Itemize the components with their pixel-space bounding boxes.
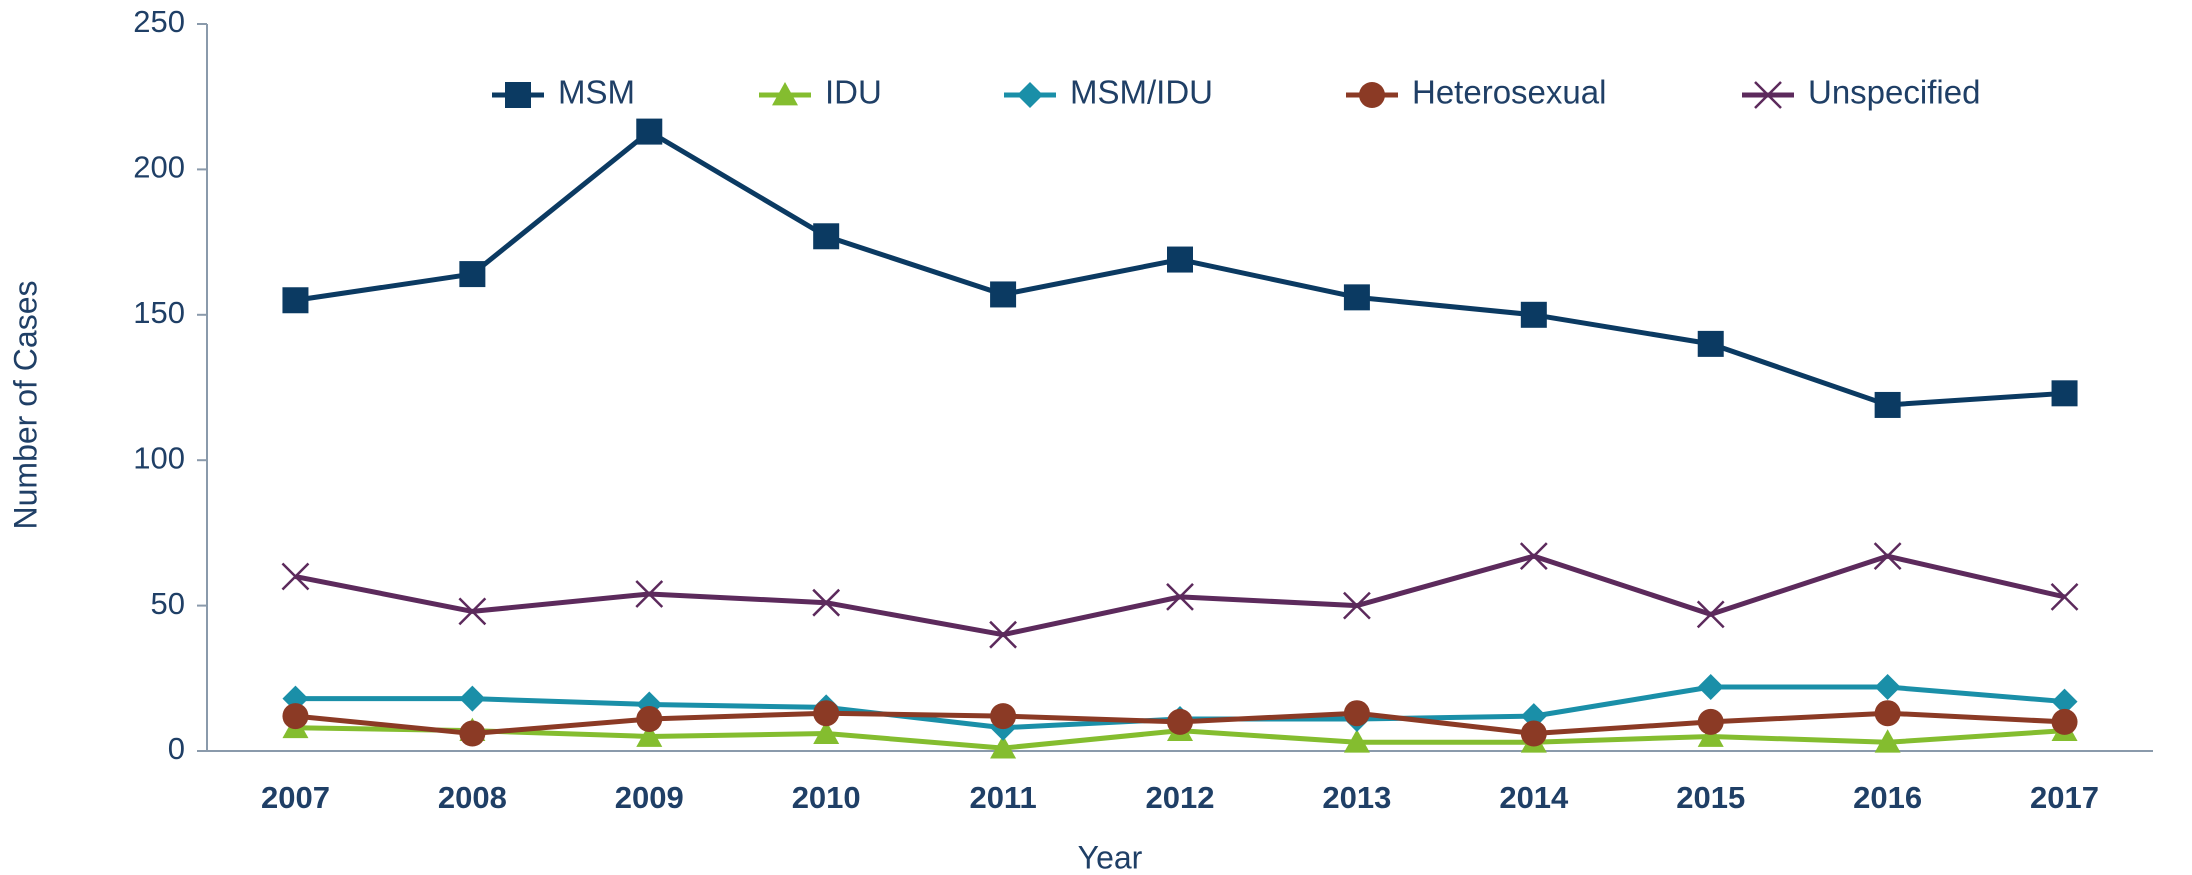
data-point (989, 620, 1017, 649)
data-point (813, 700, 840, 727)
data-point (1874, 700, 1901, 727)
data-point (1343, 700, 1370, 727)
x-tick-label: 2009 (615, 780, 684, 815)
data-point (1874, 674, 1901, 701)
data-point (459, 720, 486, 747)
data-point (990, 281, 1017, 308)
data-point (813, 720, 840, 744)
data-point (636, 723, 663, 747)
legend-marker (1017, 82, 1043, 108)
data-point (990, 703, 1017, 730)
data-point (2051, 708, 2078, 735)
legend-label: Heterosexual (1412, 74, 1606, 111)
y-tick-label: 150 (133, 295, 185, 330)
data-point (812, 588, 841, 617)
data-point (282, 287, 309, 314)
data-point (1520, 301, 1547, 328)
data-point (1697, 708, 1724, 735)
data-point (813, 223, 840, 250)
data-point (2050, 582, 2079, 611)
data-point (1696, 600, 1725, 629)
data-point (1874, 391, 1901, 418)
data-point (281, 562, 310, 591)
y-tick-label: 100 (133, 440, 185, 475)
x-tick-label: 2013 (1322, 780, 1391, 815)
data-point (1520, 720, 1547, 747)
data-point (1697, 330, 1724, 357)
y-tick-label: 0 (168, 731, 185, 766)
data-point (1343, 284, 1370, 311)
x-tick-label: 2010 (792, 780, 861, 815)
data-point (635, 580, 664, 608)
data-point (1697, 723, 1724, 747)
y-tick-label: 250 (133, 4, 185, 39)
data-point (1167, 246, 1193, 273)
data-point (1343, 729, 1370, 753)
x-tick-label: 2012 (1146, 780, 1215, 815)
y-tick-label: 50 (151, 586, 185, 621)
data-point (1167, 708, 1193, 735)
data-point (990, 735, 1017, 759)
y-tick-label: 200 (133, 150, 185, 185)
x-tick-label: 2014 (1499, 780, 1569, 815)
data-point (1873, 542, 1902, 571)
legend-marker (1359, 82, 1385, 108)
data-point (636, 706, 663, 733)
x-tick-label: 2017 (2030, 780, 2099, 815)
legend-label: MSM (558, 74, 635, 111)
x-tick-label: 2015 (1676, 780, 1745, 815)
data-point (459, 261, 486, 288)
data-point (459, 685, 486, 712)
y-axis-label: Number of Cases (7, 281, 43, 530)
x-tick-label: 2011 (969, 780, 1036, 815)
data-point (636, 118, 663, 145)
legend-marker (505, 82, 531, 108)
data-point (282, 703, 309, 730)
data-point (1697, 674, 1724, 701)
legend-marker (772, 82, 798, 106)
data-point (458, 597, 487, 626)
legend-label: IDU (825, 74, 882, 111)
x-tick-label: 2007 (261, 780, 330, 815)
data-point (1519, 542, 1548, 571)
legend-marker (1754, 81, 1782, 109)
legend-label: MSM/IDU (1070, 74, 1213, 111)
x-axis-label: Year (1078, 839, 1143, 875)
x-tick-label: 2016 (1853, 780, 1922, 815)
data-point (2051, 380, 2078, 407)
data-point (2051, 688, 2078, 715)
x-tick-label: 2008 (438, 780, 507, 815)
data-point (1874, 729, 1901, 753)
data-point (1343, 591, 1371, 620)
legend-label: Unspecified (1808, 74, 1980, 111)
data-point (1166, 582, 1194, 611)
